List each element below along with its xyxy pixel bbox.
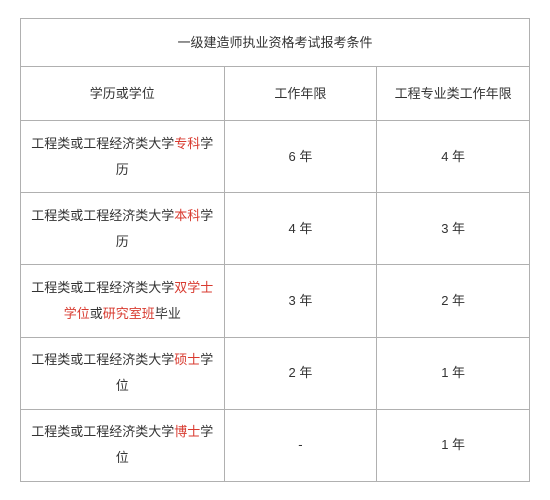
header-education: 学历或学位 [21, 67, 225, 121]
eng-cell: 4 年 [377, 121, 530, 193]
edu-cell: 工程类或工程经济类大学硕士学位 [21, 337, 225, 409]
table-row: 工程类或工程经济类大学博士学位 - 1 年 [21, 409, 530, 481]
eng-cell: 3 年 [377, 193, 530, 265]
header-engineering-years: 工程专业类工作年限 [377, 67, 530, 121]
header-work-years: 工作年限 [224, 67, 377, 121]
work-cell: 3 年 [224, 265, 377, 337]
table-row: 工程类或工程经济类大学硕士学位 2 年 1 年 [21, 337, 530, 409]
table-row: 工程类或工程经济类大学双学士学位或研究室班毕业 3 年 2 年 [21, 265, 530, 337]
edu-cell: 工程类或工程经济类大学本科学历 [21, 193, 225, 265]
edu-cell: 工程类或工程经济类大学专科学历 [21, 121, 225, 193]
header-row: 学历或学位 工作年限 工程专业类工作年限 [21, 67, 530, 121]
table-row: 工程类或工程经济类大学专科学历 6 年 4 年 [21, 121, 530, 193]
requirements-table: 一级建造师执业资格考试报考条件 学历或学位 工作年限 工程专业类工作年限 工程类… [20, 18, 530, 482]
eng-cell: 2 年 [377, 265, 530, 337]
work-cell: - [224, 409, 377, 481]
eng-cell: 1 年 [377, 409, 530, 481]
table-title: 一级建造师执业资格考试报考条件 [21, 19, 530, 67]
table-row: 工程类或工程经济类大学本科学历 4 年 3 年 [21, 193, 530, 265]
edu-cell: 工程类或工程经济类大学博士学位 [21, 409, 225, 481]
work-cell: 4 年 [224, 193, 377, 265]
eng-cell: 1 年 [377, 337, 530, 409]
work-cell: 6 年 [224, 121, 377, 193]
edu-cell: 工程类或工程经济类大学双学士学位或研究室班毕业 [21, 265, 225, 337]
work-cell: 2 年 [224, 337, 377, 409]
title-row: 一级建造师执业资格考试报考条件 [21, 19, 530, 67]
